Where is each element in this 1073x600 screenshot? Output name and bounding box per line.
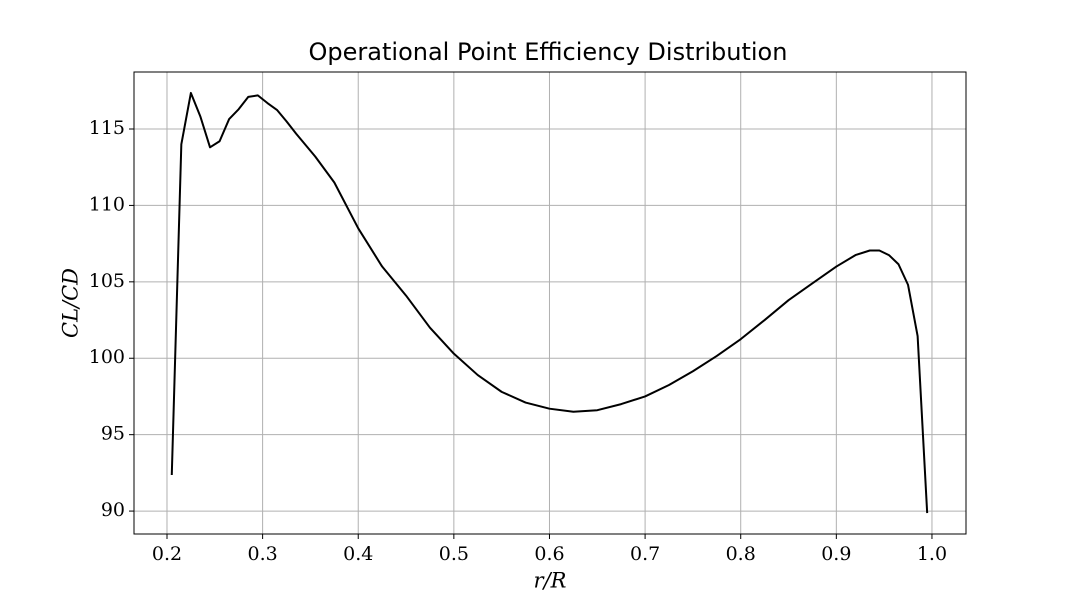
y-tick-label: 110 [89,193,125,215]
y-axis-label: CL/CD [59,268,83,338]
y-tick-label: 95 [101,423,125,445]
y-tick-label: 105 [89,270,125,292]
x-axis-label: r/R [534,569,567,593]
x-tick-label: 1.0 [917,543,947,565]
x-tick-label: 0.2 [152,543,182,565]
x-tick-label: 0.5 [439,543,469,565]
y-tick-label: 115 [89,117,125,139]
y-tick-label: 90 [101,499,125,521]
plot-frame [133,71,967,535]
x-tick-label: 0.9 [821,543,851,565]
data-line [170,91,929,514]
x-tick-label: 0.3 [248,543,278,565]
x-tick-label: 0.4 [343,543,373,565]
x-tick-label: 0.6 [534,543,564,565]
chart-title: Operational Point Efficiency Distributio… [309,38,788,66]
x-tick-label: 0.7 [630,543,660,565]
x-tick-label: 0.8 [726,543,756,565]
y-tick-label: 100 [89,346,125,368]
